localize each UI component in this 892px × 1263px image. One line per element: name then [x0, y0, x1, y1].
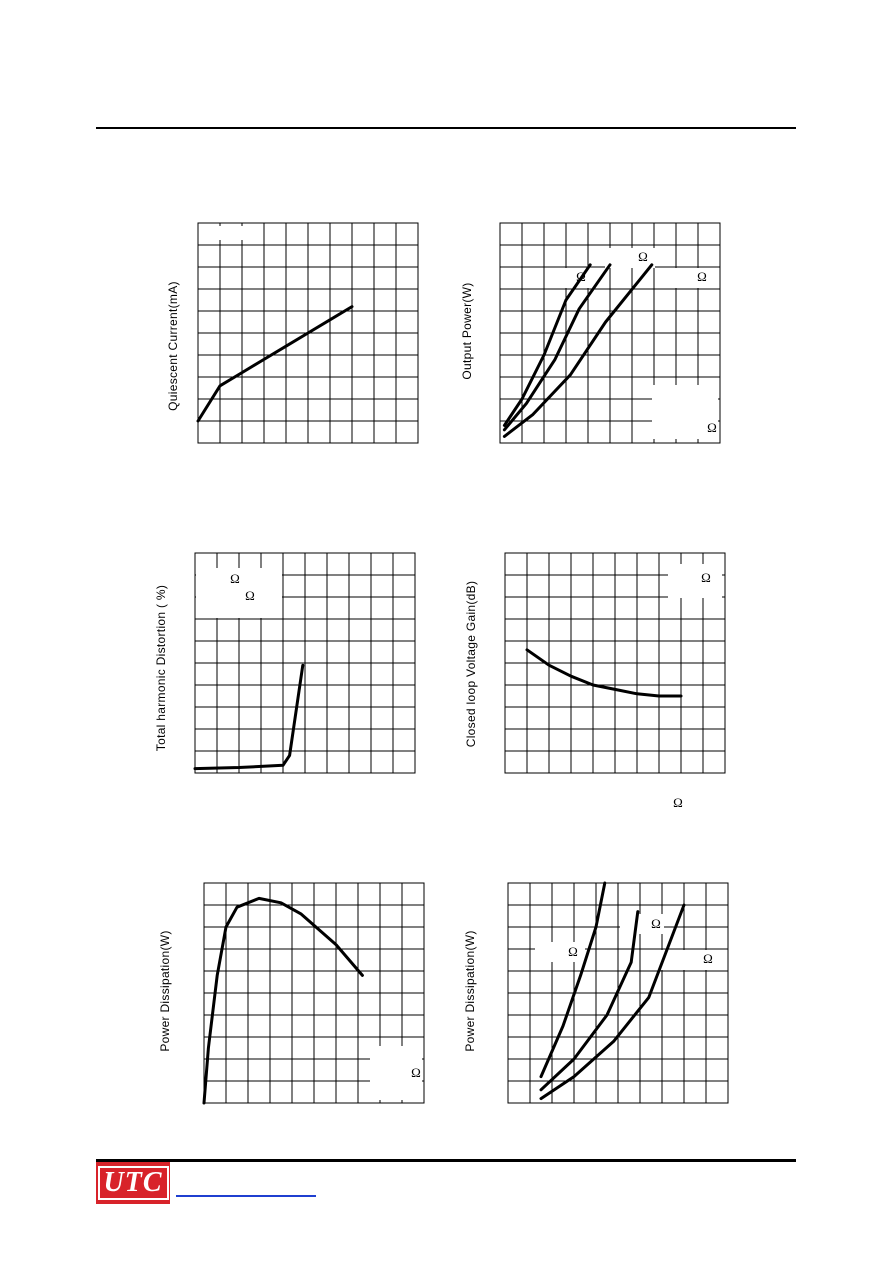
label-mask — [620, 914, 664, 934]
omega-symbol: Ω — [230, 571, 240, 586]
quiescent-current-series-1-line — [196, 305, 354, 423]
omega-symbol: Ω — [673, 795, 683, 810]
omega-symbol: Ω — [638, 249, 648, 264]
label-mask — [605, 248, 655, 268]
output-power-ylabel: Output Power(W) — [460, 282, 474, 380]
output-power-series-2-line — [502, 263, 612, 432]
closed-loop-gain-series-1-line — [525, 648, 683, 698]
power-dissipation-2-series-1-line — [539, 881, 607, 1079]
closed-loop-gain-frame — [504, 552, 726, 774]
output-power-series-1-line — [502, 263, 592, 427]
omega-symbol: Ω — [701, 570, 711, 585]
label-mask — [668, 564, 722, 598]
power-dissipation-1-frame — [203, 882, 425, 1104]
omega-symbol: Ω — [411, 1065, 421, 1080]
label-mask — [660, 950, 716, 970]
label-mask — [665, 268, 711, 288]
closed-loop-gain-ylabel: Closed loop Voltage Gain(dB) — [464, 580, 478, 748]
thd-series-1-line — [193, 663, 305, 771]
thd-chart: ΩΩ — [193, 552, 416, 774]
power-dissipation-2-ylabel: Power Dissipation(W) — [463, 930, 477, 1052]
utc-logo: UTC — [96, 1162, 170, 1204]
label-mask — [370, 1046, 422, 1100]
omega-symbol: Ω — [568, 944, 578, 959]
quiescent-current-chart — [196, 222, 419, 444]
top-rule — [96, 127, 796, 129]
footer-link-underline[interactable] — [176, 1195, 316, 1197]
output-power-chart: Ω Ω Ω Ω — [499, 222, 721, 444]
power-dissipation-2-series-3-line — [539, 903, 686, 1101]
omega-symbol: Ω — [245, 588, 255, 603]
quiescent-current-frame — [197, 222, 419, 444]
power-dissipation-2-frame — [507, 882, 729, 1104]
power-dissipation-2-chart: Ω Ω Ω — [507, 881, 729, 1104]
output-power-series-3-line — [502, 263, 654, 438]
label-mask — [217, 226, 243, 240]
quiescent-current-ylabel: Quiescent Current(mA) — [166, 281, 180, 411]
power-dissipation-2-series-2-line — [539, 910, 640, 1092]
utc-logo-text: UTC — [97, 1166, 169, 1200]
bottom-rule — [96, 1159, 796, 1162]
closed-loop-gain-chart: ΩΩ — [504, 552, 726, 810]
omega-symbol: Ω — [651, 916, 661, 931]
power-dissipation-1-ylabel: Power Dissipation(W) — [158, 930, 172, 1052]
power-dissipation-1-chart: Ω — [202, 882, 425, 1105]
label-mask — [652, 385, 718, 439]
thd-frame — [194, 552, 416, 774]
omega-symbol: Ω — [576, 269, 586, 284]
label-mask — [196, 568, 282, 618]
omega-symbol: Ω — [697, 269, 707, 284]
thd-ylabel: Total harmonic Distortion ( %) — [154, 584, 168, 752]
power-dissipation-1-series-1-line — [202, 896, 364, 1105]
omega-symbol: Ω — [707, 420, 717, 435]
output-power-frame — [499, 222, 721, 444]
label-mask — [535, 942, 585, 962]
omega-symbol: Ω — [703, 951, 713, 966]
